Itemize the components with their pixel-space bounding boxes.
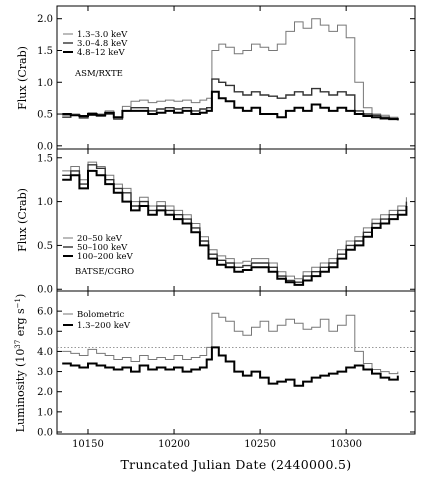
series-line-middle-3 — [62, 169, 408, 286]
legend-text-bottom-1: Bolometric — [77, 310, 124, 320]
top-ylabel: Flux (Crab) — [16, 46, 29, 110]
middle-panel-label: BATSE/CGRO — [75, 267, 134, 277]
bottom-legend: Bolometric 1.3–200 keV — [63, 310, 131, 331]
middle-legend: 20–50 keV 50–100 keV 100–200 keV — [63, 234, 134, 262]
ytick-label-top: 1.5 — [37, 46, 53, 57]
ytick-label-top: 1.0 — [37, 78, 53, 89]
ytick-label-bottom: 6.0 — [37, 307, 53, 318]
ytick-label-bottom: 4.0 — [37, 347, 53, 358]
series-line-middle-1 — [62, 161, 407, 280]
plot-contents: 0.00.51.01.52.00.00.51.01.50.01.02.03.04… — [37, 6, 415, 450]
ytick-label-bottom: 3.0 — [37, 367, 53, 378]
xtick-label: 10150 — [72, 439, 104, 450]
x-axis-title: Truncated Julian Date (2440000.5) — [121, 457, 352, 472]
series-line-middle-2 — [62, 164, 408, 283]
legend-text-top-2: 3.0–4.8 keV — [77, 39, 128, 49]
middle-ylabel: Flux (Crab) — [16, 188, 29, 252]
top-panel-label: ASM/RXTE — [74, 69, 123, 79]
legend-text-middle-1: 20–50 keV — [77, 234, 123, 244]
top-legend: 1.3–3.0 keV 3.0–4.8 keV 4.8–12 keV — [63, 30, 128, 58]
legend-text-top-3: 4.8–12 keV — [77, 48, 125, 58]
legend-text-middle-2: 50–100 keV — [77, 243, 128, 253]
ytick-label-middle: 1.0 — [37, 197, 53, 208]
ytick-label-bottom: 5.0 — [37, 327, 53, 338]
ytick-label-middle: 0.5 — [37, 241, 53, 252]
xtick-label: 10250 — [244, 439, 276, 450]
ytick-label-bottom: 2.0 — [37, 387, 53, 398]
series-line-bottom-2 — [62, 346, 399, 387]
legend-text-bottom-2: 1.3–200 keV — [77, 321, 131, 331]
series-line-bottom-1 — [62, 312, 399, 375]
ytick-label-bottom: 1.0 — [37, 407, 53, 418]
xtick-label: 10300 — [330, 439, 362, 450]
ytick-label-top: 0.0 — [37, 141, 53, 152]
legend-text-middle-3: 100–200 keV — [77, 252, 134, 262]
ytick-label-top: 2.0 — [37, 14, 53, 25]
legend-text-top-1: 1.3–3.0 keV — [77, 30, 128, 40]
ytick-label-middle: 1.5 — [37, 153, 53, 164]
bottom-ylabel: Luminosity (1037 erg s−1) — [14, 294, 27, 433]
bottom-panel-frame — [56, 290, 416, 435]
ytick-label-middle: 0.0 — [37, 285, 53, 296]
panel-frames — [56, 5, 416, 435]
xtick-label: 10200 — [158, 439, 190, 450]
series-line-top-3 — [62, 90, 399, 121]
ytick-label-top: 0.5 — [37, 110, 53, 121]
ytick-label-bottom: 0.0 — [37, 427, 53, 438]
